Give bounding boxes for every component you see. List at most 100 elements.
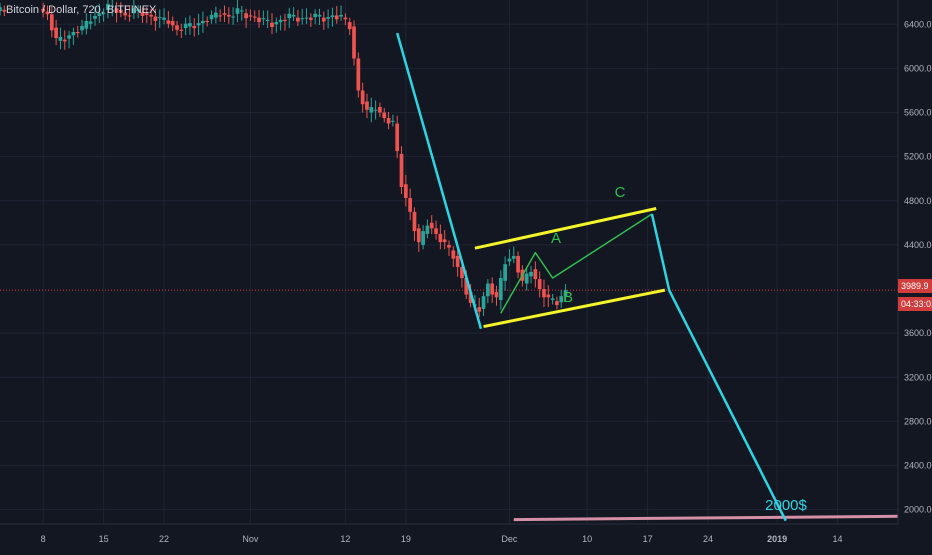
candle-body[interactable] (2, 9, 7, 12)
candle-body[interactable] (429, 222, 434, 229)
candle-body[interactable] (188, 23, 192, 27)
candle-body[interactable] (378, 107, 382, 113)
candle-body[interactable] (58, 36, 63, 41)
candle-body[interactable] (257, 17, 261, 23)
candle-body[interactable] (41, 8, 46, 12)
candle-body[interactable] (114, 8, 119, 13)
candle-body[interactable] (399, 153, 404, 187)
candle-body[interactable] (93, 15, 97, 19)
candle-body[interactable] (421, 231, 425, 245)
candle-body[interactable] (201, 20, 205, 24)
candle-body[interactable] (270, 22, 274, 28)
price-axis[interactable]: 6400.0 6000.0 5600.0 5200.0 4800.0 4400.0 3600… (904, 19, 932, 514)
candle-body[interactable] (546, 294, 551, 298)
candle-body[interactable] (537, 279, 542, 290)
candle-body[interactable] (97, 13, 102, 16)
candle-body[interactable] (373, 109, 378, 111)
candle-body[interactable] (170, 20, 175, 26)
candle-body[interactable] (313, 13, 318, 18)
candle-body[interactable] (481, 296, 486, 309)
candle-body[interactable] (278, 19, 283, 23)
candle-body[interactable] (283, 19, 287, 21)
wave-abc-path[interactable] (500, 213, 653, 314)
candle-body[interactable] (347, 22, 352, 30)
candle-body[interactable] (416, 228, 421, 243)
candle-body[interactable] (550, 298, 555, 301)
candle-body[interactable] (162, 17, 166, 20)
candle-body[interactable] (403, 184, 408, 199)
candle-body[interactable] (110, 5, 115, 7)
candle-body[interactable] (503, 264, 507, 281)
candle-body[interactable] (140, 12, 145, 16)
candle-body[interactable] (0, 7, 2, 12)
candle-body[interactable] (524, 273, 529, 284)
candle-body[interactable] (226, 14, 231, 17)
candle-body[interactable] (175, 25, 179, 30)
candle-body[interactable] (386, 118, 391, 124)
candle-body[interactable] (352, 26, 356, 59)
candle-body[interactable] (529, 271, 533, 277)
candle-body[interactable] (356, 58, 361, 91)
candle-body[interactable] (451, 250, 456, 259)
candle-body[interactable] (127, 15, 132, 17)
candle-body[interactable] (218, 15, 223, 17)
candle-body[interactable] (391, 120, 395, 122)
candle-body[interactable] (395, 123, 400, 152)
candle-body[interactable] (119, 9, 123, 13)
candle-body[interactable] (84, 20, 89, 29)
candle-body[interactable] (136, 9, 141, 12)
candle-body[interactable] (67, 35, 71, 39)
candle-body[interactable] (144, 13, 149, 15)
candle-body[interactable] (339, 14, 343, 17)
candle-body[interactable] (507, 258, 512, 262)
candle-body[interactable] (166, 20, 171, 24)
trendline-down-1[interactable] (395, 32, 483, 330)
candle-body[interactable] (183, 23, 188, 29)
channel-lower-line[interactable] (483, 288, 666, 329)
candle-body[interactable] (455, 255, 460, 267)
candle-body[interactable] (261, 18, 266, 20)
target-support-line[interactable] (513, 514, 899, 522)
candle-body[interactable] (209, 14, 214, 20)
candle-body[interactable] (80, 25, 84, 31)
candle-body[interactable] (205, 20, 210, 23)
candle-body[interactable] (291, 14, 296, 17)
candle-body[interactable] (296, 17, 300, 22)
candle-body[interactable] (460, 266, 464, 278)
candle-body[interactable] (317, 14, 322, 17)
candle-body[interactable] (382, 112, 387, 119)
candle-body[interactable] (274, 22, 279, 25)
candle-body[interactable] (490, 283, 495, 295)
trendline-down-2[interactable] (650, 213, 787, 522)
candlesticks[interactable] (0, 0, 568, 318)
candle-body[interactable] (369, 107, 374, 113)
candle-body[interactable] (45, 11, 50, 15)
candle-body[interactable] (304, 17, 309, 19)
candle-body[interactable] (494, 291, 499, 298)
candle-body[interactable] (252, 16, 257, 18)
candle-body[interactable] (334, 15, 339, 20)
candle-body[interactable] (123, 12, 128, 16)
candle-body[interactable] (498, 277, 503, 301)
candle-body[interactable] (533, 269, 538, 280)
candle-body[interactable] (468, 291, 473, 303)
candle-body[interactable] (196, 23, 201, 26)
candle-body[interactable] (88, 21, 93, 24)
candle-body[interactable] (179, 29, 184, 31)
candle-body[interactable] (438, 233, 443, 243)
candle-body[interactable] (106, 3, 110, 10)
candle-body[interactable] (464, 277, 469, 295)
candle-body[interactable] (559, 296, 564, 303)
candle-body[interactable] (239, 10, 244, 12)
candle-body[interactable] (434, 228, 438, 234)
candle-body[interactable] (131, 8, 136, 14)
candle-body[interactable] (235, 8, 240, 14)
channel-upper-line[interactable] (474, 207, 657, 250)
candle-body[interactable] (412, 211, 417, 232)
candle-body[interactable] (222, 13, 227, 15)
candle-body[interactable] (442, 239, 447, 243)
candle-body[interactable] (192, 25, 197, 29)
candle-body[interactable] (477, 307, 482, 312)
candle-body[interactable] (75, 31, 80, 34)
